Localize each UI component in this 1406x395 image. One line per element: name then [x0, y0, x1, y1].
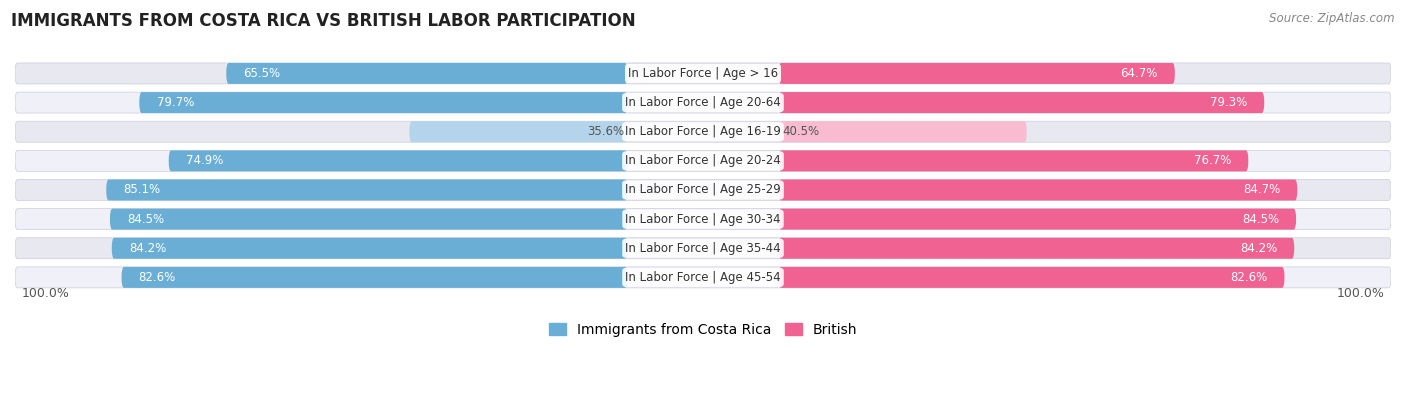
FancyBboxPatch shape: [169, 150, 627, 171]
Text: In Labor Force | Age 20-24: In Labor Force | Age 20-24: [626, 154, 780, 167]
Text: 84.2%: 84.2%: [1240, 242, 1277, 255]
FancyBboxPatch shape: [779, 209, 1296, 229]
Text: 74.9%: 74.9%: [186, 154, 224, 167]
FancyBboxPatch shape: [779, 179, 1298, 201]
FancyBboxPatch shape: [15, 92, 1391, 113]
Text: 84.2%: 84.2%: [129, 242, 166, 255]
Text: 40.5%: 40.5%: [782, 125, 820, 138]
FancyBboxPatch shape: [15, 63, 1391, 84]
Text: 84.5%: 84.5%: [1241, 213, 1279, 226]
Text: In Labor Force | Age 45-54: In Labor Force | Age 45-54: [626, 271, 780, 284]
Text: 65.5%: 65.5%: [243, 67, 281, 80]
FancyBboxPatch shape: [15, 267, 1391, 288]
Text: In Labor Force | Age 20-64: In Labor Force | Age 20-64: [626, 96, 780, 109]
Text: In Labor Force | Age > 16: In Labor Force | Age > 16: [628, 67, 778, 80]
FancyBboxPatch shape: [226, 63, 627, 84]
Text: 82.6%: 82.6%: [1230, 271, 1267, 284]
FancyBboxPatch shape: [139, 92, 627, 113]
FancyBboxPatch shape: [110, 209, 627, 229]
Text: 64.7%: 64.7%: [1121, 67, 1157, 80]
Text: 100.0%: 100.0%: [1336, 287, 1384, 300]
Text: In Labor Force | Age 25-29: In Labor Force | Age 25-29: [626, 184, 780, 196]
FancyBboxPatch shape: [15, 179, 1391, 201]
Text: 76.7%: 76.7%: [1194, 154, 1232, 167]
FancyBboxPatch shape: [15, 238, 1391, 259]
Text: 85.1%: 85.1%: [124, 184, 160, 196]
FancyBboxPatch shape: [779, 238, 1295, 259]
Text: In Labor Force | Age 16-19: In Labor Force | Age 16-19: [626, 125, 780, 138]
Text: 100.0%: 100.0%: [22, 287, 70, 300]
FancyBboxPatch shape: [121, 267, 627, 288]
Text: 84.5%: 84.5%: [127, 213, 165, 226]
Text: In Labor Force | Age 30-34: In Labor Force | Age 30-34: [626, 213, 780, 226]
FancyBboxPatch shape: [107, 179, 627, 201]
Text: 79.7%: 79.7%: [156, 96, 194, 109]
Text: Source: ZipAtlas.com: Source: ZipAtlas.com: [1270, 12, 1395, 25]
FancyBboxPatch shape: [779, 121, 1026, 142]
Text: 79.3%: 79.3%: [1209, 96, 1247, 109]
Text: 35.6%: 35.6%: [586, 125, 624, 138]
FancyBboxPatch shape: [779, 92, 1264, 113]
FancyBboxPatch shape: [15, 209, 1391, 229]
Text: IMMIGRANTS FROM COSTA RICA VS BRITISH LABOR PARTICIPATION: IMMIGRANTS FROM COSTA RICA VS BRITISH LA…: [11, 12, 636, 30]
FancyBboxPatch shape: [15, 150, 1391, 171]
FancyBboxPatch shape: [779, 267, 1285, 288]
FancyBboxPatch shape: [15, 121, 1391, 142]
Legend: Immigrants from Costa Rica, British: Immigrants from Costa Rica, British: [543, 318, 863, 342]
FancyBboxPatch shape: [779, 150, 1249, 171]
Text: In Labor Force | Age 35-44: In Labor Force | Age 35-44: [626, 242, 780, 255]
FancyBboxPatch shape: [779, 63, 1175, 84]
Text: 82.6%: 82.6%: [139, 271, 176, 284]
Text: 84.7%: 84.7%: [1243, 184, 1279, 196]
FancyBboxPatch shape: [111, 238, 627, 259]
FancyBboxPatch shape: [409, 121, 627, 142]
